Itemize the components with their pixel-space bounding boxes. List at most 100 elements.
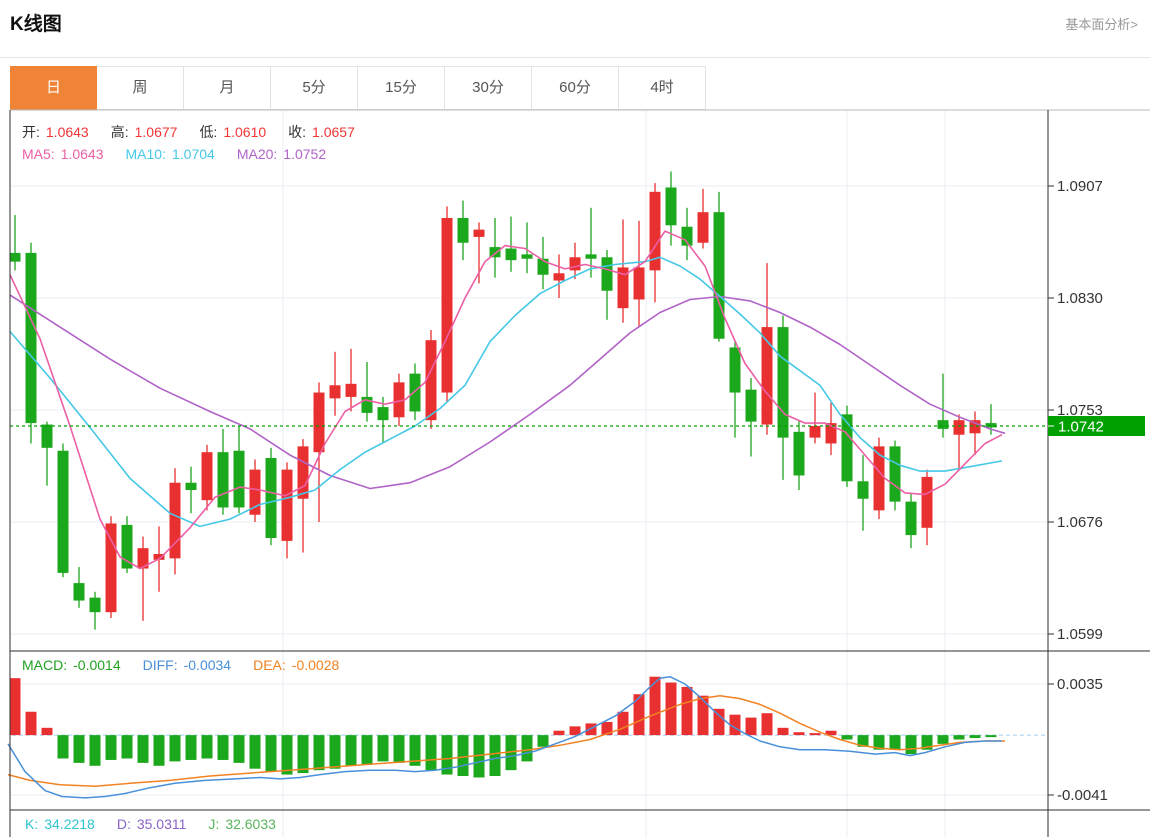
candle-up [825,423,837,444]
macd-bar [9,678,21,736]
candle-down [57,450,69,573]
candle-up [169,482,181,559]
page-title: K线图 [10,14,62,35]
macd-bar [953,735,965,740]
macd-bar [249,735,261,769]
candle-up [137,548,149,569]
candle-up [297,446,309,499]
header-divider [0,57,1150,58]
tab-日[interactable]: 日 [10,66,97,110]
candle-down [777,327,789,438]
diff-path [7,675,1002,799]
candle-down [217,452,229,508]
macd-bar [937,735,949,744]
candles-group [9,171,997,630]
candle-up [105,523,117,613]
gridlines [10,110,1048,837]
macd-bar [201,735,213,759]
candle-down [841,414,853,482]
price-tick-label: 1.0676 [1057,514,1103,531]
macd-tick-label: -0.0041 [1057,787,1108,804]
macd-bar [985,735,997,738]
candle-up [441,218,453,393]
candle-up [761,327,773,425]
macd-bar [73,735,85,763]
candle-up [953,420,965,435]
macd-bar [425,735,437,771]
tab-月[interactable]: 月 [184,66,271,110]
price-tick-label: 1.0753 [1057,402,1103,419]
candle-down [73,583,85,601]
macd-bar [841,735,853,740]
candle-up [569,257,581,271]
ma-legend: MA5: 1.0643 MA10: 1.0704 MA20: 1.0752 [22,146,348,162]
candle-up [697,212,709,243]
macd-bar [361,735,373,765]
macd-bar [665,682,677,736]
candle-down [265,458,277,538]
macd-bar [873,735,885,750]
candle-down [793,431,805,476]
macd-bar [857,735,869,747]
legend-label-k: K: [25,816,39,832]
tab-30分[interactable]: 30分 [445,66,532,110]
macd-histogram [9,676,997,778]
dea-line [7,694,1005,787]
macd-bar [409,735,421,766]
macd-bar [281,735,293,775]
macd-bar [329,735,341,769]
candle-down [729,347,741,393]
macd-bar [809,733,821,736]
legend-value-high: 1.0677 [134,124,178,140]
candle-down [537,258,549,275]
candle-down [377,407,389,421]
macd-bar [457,735,469,777]
macd-bar [313,735,325,771]
candle-down [457,218,469,243]
ohlc-legend: 开: 1.0643 高: 1.0677 低: 1.0610 收: 1.0657 [22,122,377,142]
fundamental-analysis-link[interactable]: 基本面分析> [1065,17,1138,32]
candle-up [313,392,325,453]
legend-label-low: 低: [199,124,218,140]
macd-bar [105,735,117,760]
macd-bar [601,721,613,736]
macd-bar [345,735,357,766]
candle-up [969,420,981,434]
candle-up [345,383,357,397]
macd-bar [889,735,901,750]
candle-down [857,481,869,499]
macd-bar [761,713,773,736]
macd-bar [793,732,805,736]
legend-label-ma10: MA10: [125,146,166,162]
legend-value-ma10: 1.0704 [171,146,215,162]
macd-bar [681,686,693,736]
macd-bar [185,735,197,760]
candle-down [505,248,517,261]
candle-down [889,446,901,502]
macd-bar [521,735,533,762]
candle-up [809,426,821,438]
legend-value-ma20: 1.0752 [283,146,327,162]
legend-value-diff: -0.0034 [183,657,232,673]
tab-4时[interactable]: 4时 [619,66,706,110]
candle-down [681,226,693,246]
macd-bar [697,695,709,736]
legend-value-open: 1.0643 [45,124,89,140]
legend-label-ma20: MA20: [236,146,278,162]
candle-down [585,254,597,259]
candle-up [425,340,437,421]
macd-bar [729,714,741,736]
legend-label-macd: MACD: [22,657,68,673]
macd-bar [393,735,405,763]
macd-bar [537,735,549,747]
tab-60分[interactable]: 60分 [532,66,619,110]
tab-5分[interactable]: 5分 [271,66,358,110]
candle-up [873,446,885,511]
macd-bar [713,708,725,736]
candle-down [89,597,101,613]
macd-bar [121,735,133,759]
macd-bar [553,730,565,736]
candle-down [665,187,677,226]
